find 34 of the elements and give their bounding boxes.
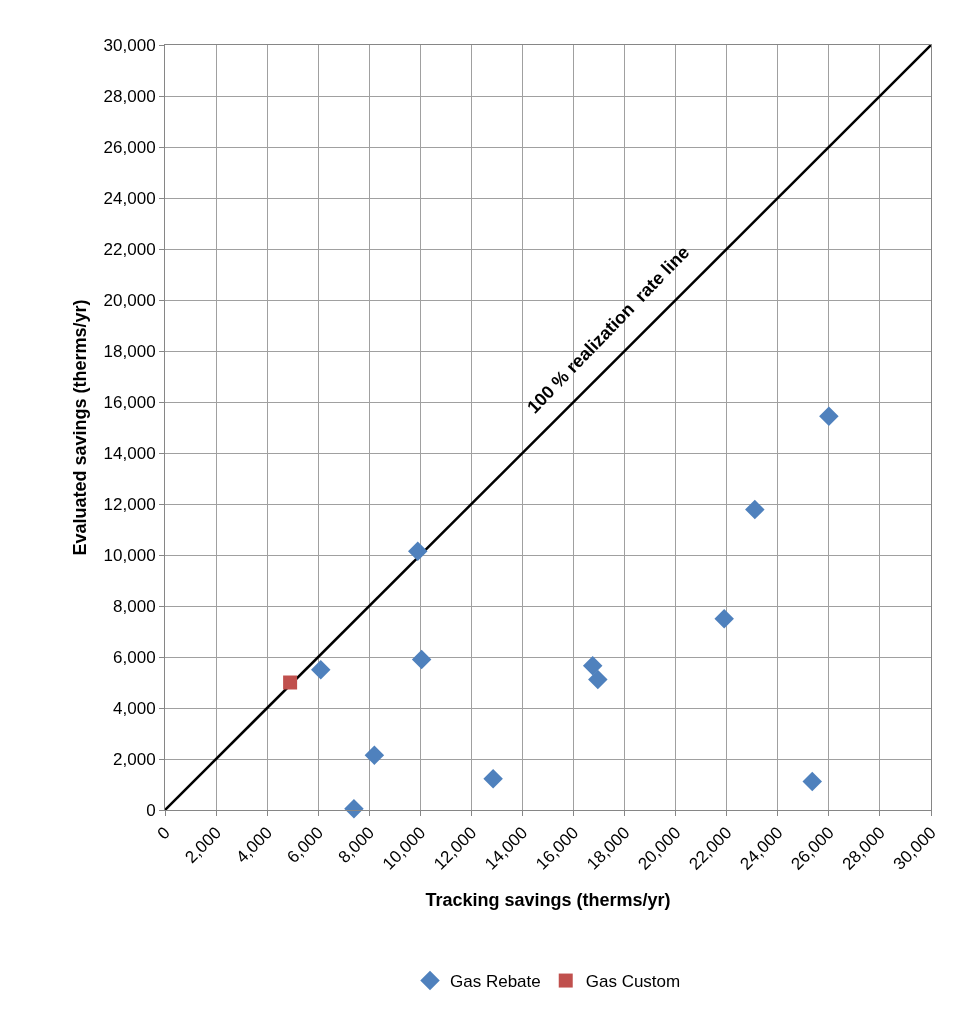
point bbox=[483, 768, 503, 789]
y-tick-label: 16,000 bbox=[103, 392, 156, 412]
y-tick-label: 12,000 bbox=[103, 494, 156, 514]
y-tick-label: 24,000 bbox=[103, 188, 156, 208]
point bbox=[411, 649, 432, 670]
point bbox=[745, 499, 765, 520]
point bbox=[344, 798, 364, 819]
point bbox=[283, 675, 298, 690]
y-tick-label: 22,000 bbox=[103, 239, 156, 259]
point bbox=[311, 660, 331, 680]
legend-label: Gas Rebate bbox=[450, 972, 541, 992]
y-tick-label: 8,000 bbox=[113, 596, 156, 616]
y-tick-label: 14,000 bbox=[103, 443, 156, 463]
y-tick-label: 30,000 bbox=[103, 35, 156, 55]
y-tick-label: 0 bbox=[146, 800, 156, 820]
x-axis-title: Tracking savings (therms/yr) bbox=[425, 889, 671, 910]
point bbox=[364, 745, 385, 765]
y-axis-title: Evaluated savings (therms/yr) bbox=[69, 299, 90, 556]
y-tick-label: 28,000 bbox=[103, 86, 156, 106]
point bbox=[588, 669, 608, 690]
y-tick-label: 2,000 bbox=[113, 749, 156, 769]
point bbox=[582, 655, 603, 676]
legend-label: Gas Custom bbox=[585, 972, 681, 992]
point bbox=[408, 541, 428, 561]
x-tick-label: 0 bbox=[153, 823, 174, 844]
y-tick-label: 6,000 bbox=[113, 647, 156, 667]
y-tick-label: 18,000 bbox=[103, 341, 156, 361]
point bbox=[714, 609, 734, 629]
point bbox=[819, 406, 839, 427]
point bbox=[802, 771, 823, 792]
y-tick-label: 20,000 bbox=[103, 290, 156, 310]
y-tick-label: 10,000 bbox=[103, 545, 156, 565]
y-tick-label: 26,000 bbox=[103, 137, 156, 157]
y-tick-label: 4,000 bbox=[113, 698, 156, 718]
